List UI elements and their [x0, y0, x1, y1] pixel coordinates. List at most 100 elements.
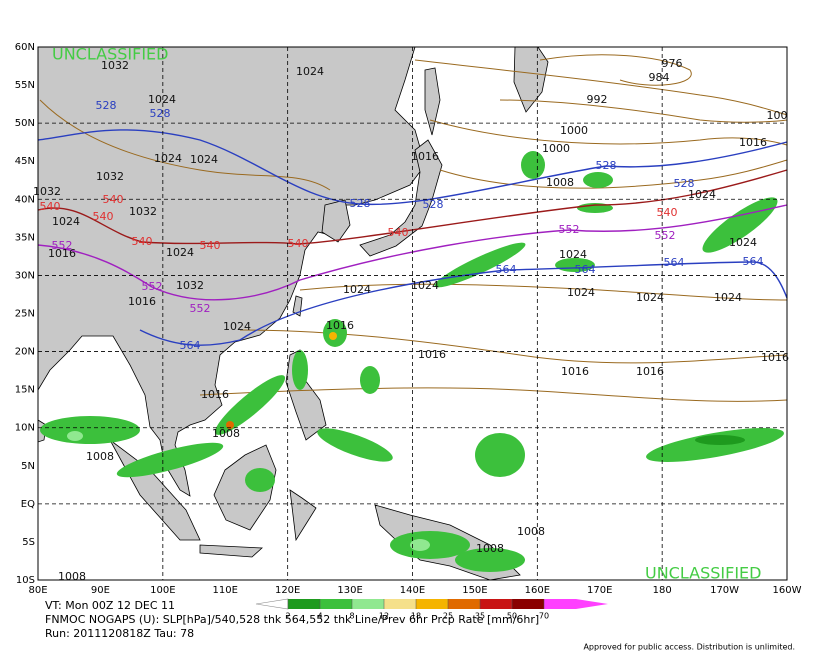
isobar-label: 1016 [561, 365, 589, 378]
lon-label: 100E [150, 585, 175, 596]
precip-area [646, 428, 784, 462]
run-info: Run: 2011120818Z Tau: 78 [45, 627, 194, 640]
isobar-label: 1024 [636, 291, 664, 304]
thickness-label: 564 [496, 263, 517, 276]
thickness-label: 552 [142, 280, 163, 293]
thickness-label: 564 [743, 255, 764, 268]
isobar-label: 1008 [476, 542, 504, 555]
lat-label: 10N [15, 423, 35, 434]
borneo [213, 444, 277, 531]
lon-label: 160W [773, 585, 802, 596]
thickness-label: 564 [180, 339, 201, 352]
isobar-label: 1016 [761, 351, 789, 364]
precip-area [583, 172, 613, 188]
thickness-label: 552 [52, 239, 73, 252]
precip-area [292, 350, 308, 390]
thickness-label: 540 [93, 210, 114, 223]
colorbar-box [288, 599, 320, 609]
valid-time: VT: Mon 00Z 12 DEC 11 [45, 599, 175, 612]
precip-area [245, 468, 275, 492]
precip-core [67, 431, 83, 441]
precip-core [695, 435, 745, 445]
lon-label: 170W [710, 585, 739, 596]
colorbar-label: 12 [379, 612, 389, 621]
isobar-label: 1032 [176, 279, 204, 292]
lat-label: 30N [15, 270, 35, 281]
disclaimer: Approved for public access. Distribution… [583, 643, 795, 652]
lat-label: 15N [15, 385, 35, 396]
korea [321, 199, 351, 243]
colorbar-box [416, 599, 448, 609]
thickness-label: 540 [132, 235, 153, 248]
thickness-label: 528 [350, 197, 371, 210]
colorbar-label: 8 [349, 612, 354, 621]
colorbar-label: 25 [443, 612, 453, 621]
lat-label: EQ [21, 499, 35, 510]
classification: UNCLASSIFIED [52, 45, 168, 64]
precip-area [317, 428, 393, 462]
isobar-label: 1016 [636, 365, 664, 378]
lat-label: 25N [15, 309, 35, 320]
lon-label: 130E [337, 585, 362, 596]
sulawesi [289, 489, 317, 542]
lat-label: 35N [15, 232, 35, 243]
lon-label: 140E [400, 585, 425, 596]
colorbar-box [480, 599, 512, 609]
thickness-label: 540 [103, 193, 124, 206]
isobar-label: 984 [649, 71, 670, 84]
asia-mainland [37, 46, 426, 497]
isobar [439, 159, 788, 189]
lat-label: 5S [22, 537, 35, 548]
isobar-label: 976 [662, 57, 683, 70]
isobar-label: 1032 [96, 170, 124, 183]
isobar-label: 1024 [688, 188, 716, 201]
colorbar-box [448, 599, 480, 609]
isobar-label: 1016 [201, 388, 229, 401]
isobar-label: 1024 [714, 291, 742, 304]
isobar-label: 1024 [52, 215, 80, 228]
thickness-label: 552 [559, 223, 580, 236]
thickness-528 [37, 129, 788, 206]
lon-label: 180 [653, 585, 672, 596]
classification: UNCLASSIFIED [645, 564, 761, 583]
colorbar-label: 50 [507, 612, 517, 621]
thickness-label: 540 [288, 237, 309, 250]
lat-label: 40N [15, 194, 35, 205]
lat-label: 10S [16, 575, 35, 586]
isobar-label: 1008 [212, 427, 240, 440]
isobar-label: 1000 [560, 124, 588, 137]
precip-area [455, 548, 525, 572]
isobar-label: 1000 [542, 142, 570, 155]
isobar-label: 1016 [128, 295, 156, 308]
lon-label: 160E [525, 585, 550, 596]
isobar-label: 1032 [33, 185, 61, 198]
precip-area [40, 416, 140, 444]
lon-label: 120E [275, 585, 300, 596]
lon-label: 90E [91, 585, 110, 596]
precip-max [226, 421, 234, 429]
java [199, 544, 263, 558]
isobar-label: 1016 [418, 348, 446, 361]
lat-label: 55N [15, 80, 35, 91]
isobar [39, 99, 331, 191]
lat-label: 45N [15, 156, 35, 167]
colorbar-label: 18 [411, 612, 421, 621]
isobar [199, 387, 788, 402]
thickness-label: 528 [674, 177, 695, 190]
isobar-label: 1024 [729, 236, 757, 249]
thickness-label: 540 [200, 239, 221, 252]
precip-area [214, 375, 286, 435]
thickness-540 [37, 169, 788, 245]
colorbar-arrow [544, 599, 608, 609]
isobar-label: 1032 [129, 205, 157, 218]
thickness-label: 552 [655, 229, 676, 242]
thickness-label: 564 [575, 263, 596, 276]
colorbar-box [352, 599, 384, 609]
colorbar-label: 4 [317, 612, 322, 621]
thickness-label: 528 [596, 159, 617, 172]
precip-core [410, 539, 430, 551]
thickness-564 [139, 261, 788, 346]
colorbar-label: 35 [475, 612, 485, 621]
